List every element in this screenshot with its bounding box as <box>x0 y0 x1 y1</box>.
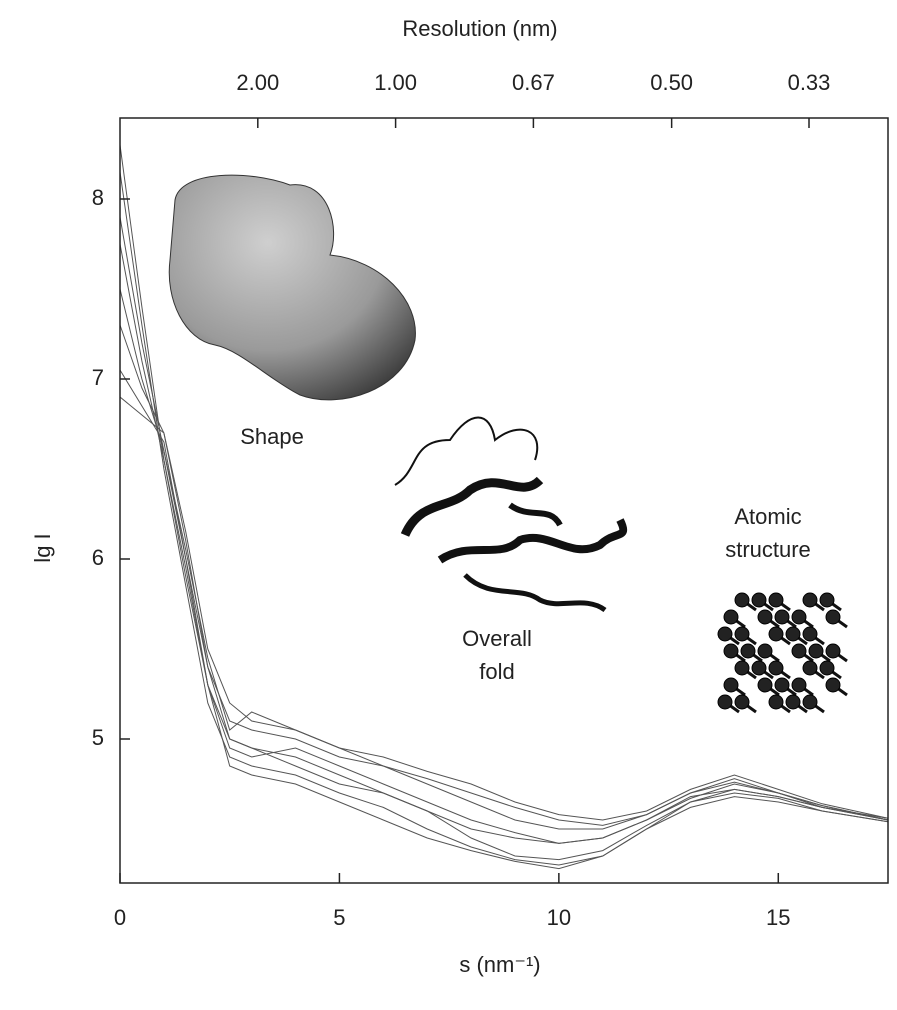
plot-frame <box>119 117 889 884</box>
y-axis-title: lg I <box>30 533 55 562</box>
x-tick-label: 0 <box>114 905 126 930</box>
atom <box>802 694 818 710</box>
atom <box>819 660 835 676</box>
curve <box>119 396 889 830</box>
atom <box>717 626 733 642</box>
curve <box>119 369 889 870</box>
y-tick-label: 7 <box>92 365 104 390</box>
annotation: Overall <box>462 626 532 651</box>
x-tick-label: 5 <box>333 905 345 930</box>
atom <box>819 592 835 608</box>
atom <box>768 660 784 676</box>
x-tick-label: 15 <box>766 905 790 930</box>
atom <box>717 694 733 710</box>
annotation: Shape <box>240 424 304 449</box>
curve <box>119 171 889 866</box>
atom <box>791 677 807 693</box>
atom <box>802 626 818 642</box>
atom <box>785 694 801 710</box>
y-tick-label: 6 <box>92 545 104 570</box>
atom <box>734 660 750 676</box>
atom <box>751 660 767 676</box>
annotation: fold <box>479 659 514 684</box>
atom <box>825 677 841 693</box>
atom <box>825 609 841 625</box>
atom <box>751 592 767 608</box>
atom <box>774 677 790 693</box>
top-tick-label: 0.50 <box>650 70 693 95</box>
y-tick-label: 8 <box>92 185 104 210</box>
atom <box>723 643 739 659</box>
fold-illustration <box>394 416 628 613</box>
atom <box>768 626 784 642</box>
atom <box>791 643 807 659</box>
atom <box>768 694 784 710</box>
atom <box>768 592 784 608</box>
top-tick-label: 1.00 <box>374 70 417 95</box>
atom <box>825 643 841 659</box>
top-axis-title: Resolution (nm) <box>402 16 557 41</box>
atom <box>734 626 750 642</box>
atom <box>740 643 756 659</box>
top-tick-label: 2.00 <box>236 70 279 95</box>
top-tick-label: 0.33 <box>788 70 831 95</box>
y-tick-label: 5 <box>92 725 104 750</box>
atom <box>791 609 807 625</box>
atom <box>757 643 773 659</box>
atom <box>802 660 818 676</box>
curve <box>119 288 889 821</box>
atom <box>723 609 739 625</box>
x-axis-title: s (nm⁻¹) <box>459 952 540 977</box>
atom <box>774 609 790 625</box>
atom <box>723 677 739 693</box>
atom <box>734 694 750 710</box>
atom <box>757 609 773 625</box>
top-tick-label: 0.67 <box>512 70 555 95</box>
atomic-illustration <box>717 592 848 714</box>
annotation: Atomic <box>734 504 801 529</box>
atom <box>785 626 801 642</box>
x-tick-label: 10 <box>547 905 571 930</box>
atom <box>802 592 818 608</box>
atom <box>757 677 773 693</box>
curve <box>119 243 889 844</box>
shape-illustration <box>168 174 416 401</box>
curve <box>119 324 889 861</box>
curve <box>119 216 889 826</box>
annotation: structure <box>725 537 811 562</box>
atom <box>808 643 824 659</box>
atom <box>734 592 750 608</box>
